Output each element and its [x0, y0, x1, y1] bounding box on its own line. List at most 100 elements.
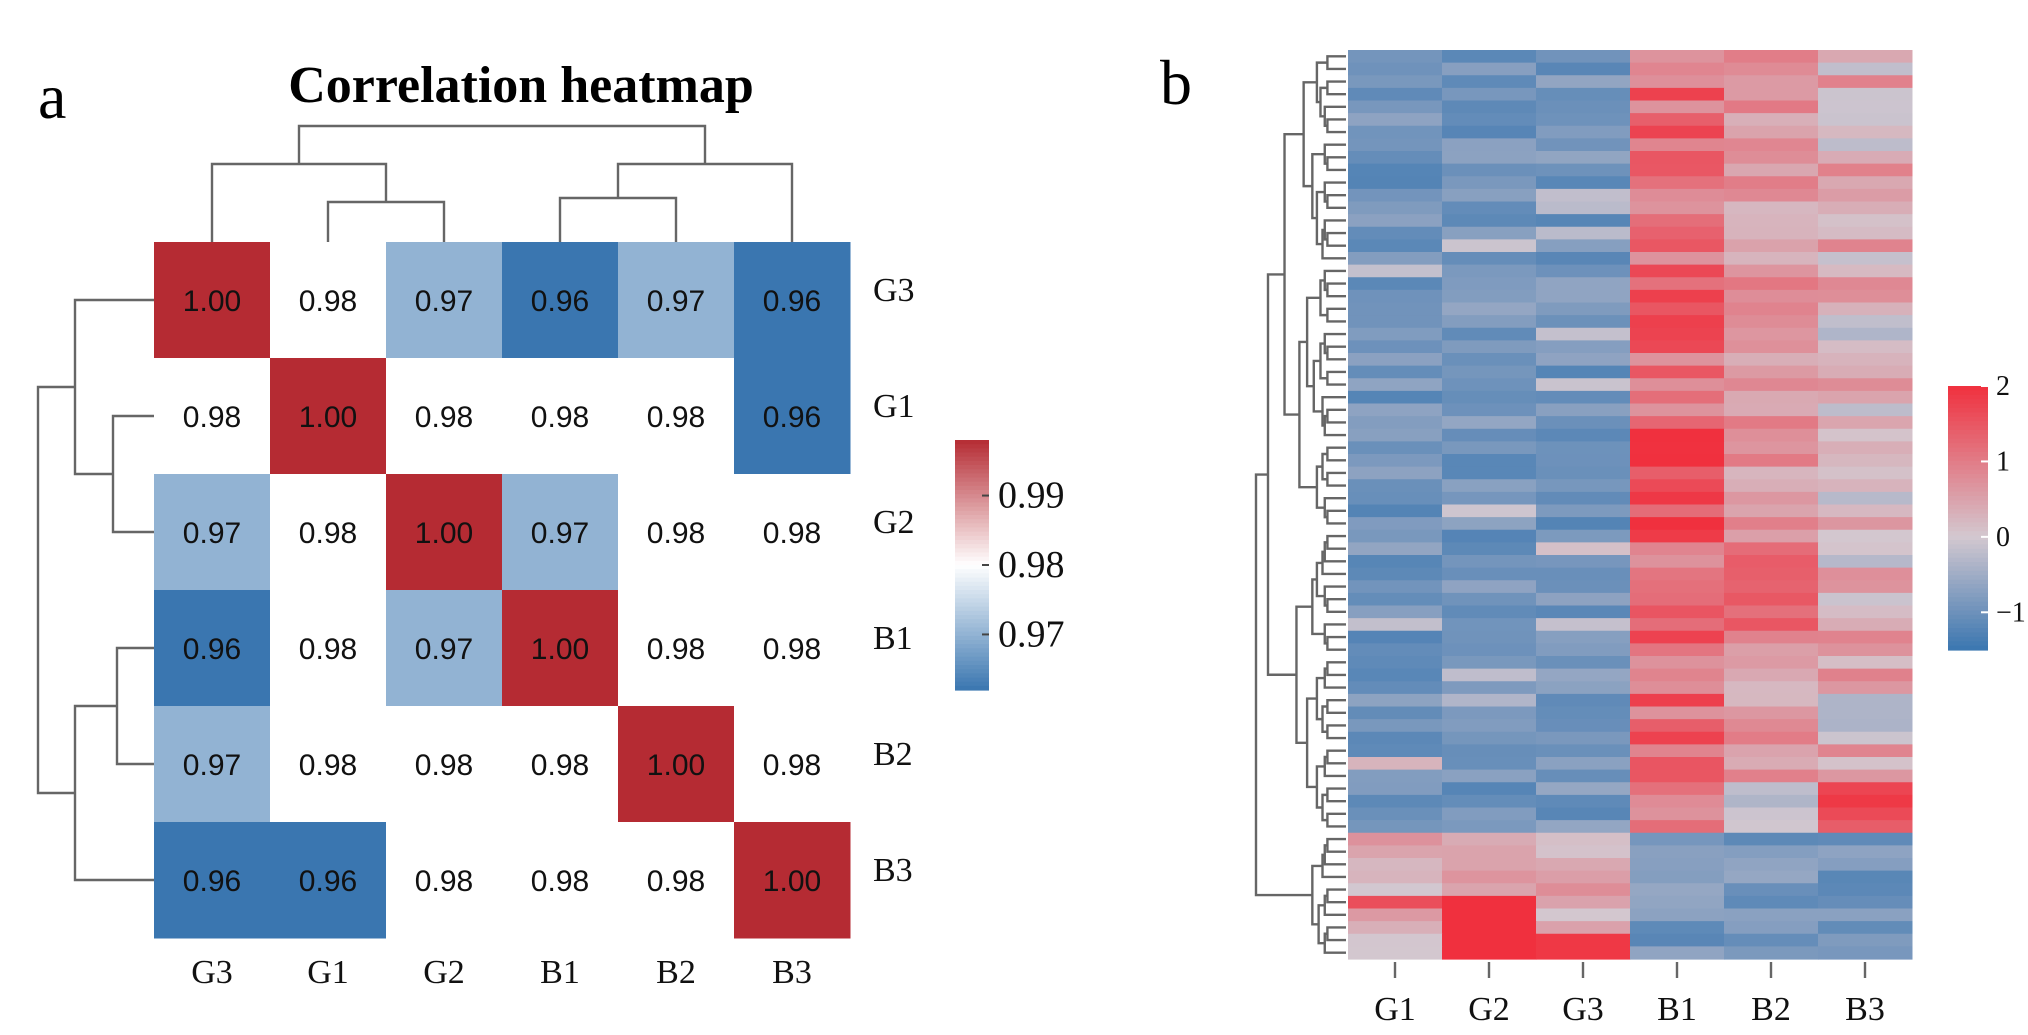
expression-cell: [1442, 504, 1537, 518]
expression-cell: [1818, 466, 1913, 480]
expression-cell: [1536, 706, 1631, 720]
expression-cell: [1724, 188, 1819, 203]
expression-cell: [1442, 138, 1537, 152]
expression-cell: [1724, 315, 1819, 329]
gene-dendrogram-branch: [1326, 534, 1346, 550]
expression-cell: [1818, 378, 1913, 392]
expression-cell: [1630, 315, 1725, 329]
expression-cell: [1348, 693, 1443, 708]
expression-cell: [1348, 895, 1443, 910]
expression-cell: [1630, 744, 1725, 758]
expression-cell: [1536, 744, 1631, 758]
colorbar-segment: [1948, 570, 1988, 576]
gene-dendrogram-branch: [1326, 231, 1346, 247]
expression-cell: [1630, 62, 1725, 76]
cell-value-label: 0.97: [183, 749, 241, 782]
colorbar-segment: [955, 685, 989, 691]
expression-cell: [1442, 794, 1537, 809]
expression-cell: [1348, 580, 1443, 594]
expression-cell: [1724, 75, 1819, 89]
expression-cell: [1442, 252, 1537, 266]
expression-cell: [1818, 555, 1913, 569]
colorbar-segment: [1948, 513, 1988, 519]
expression-cell: [1348, 327, 1443, 341]
heatmap-cells: 1.00 0.98 0.97 0.96 0.97 0.96 0.98 1.00 0.98 0.98…: [154, 242, 851, 939]
column-dendrogram-branch: [616, 162, 794, 242]
expression-cell: [1348, 277, 1443, 291]
expression-cell: [1442, 946, 1537, 960]
expression-cell: [1348, 845, 1443, 859]
colorbar-segment: [1948, 588, 1988, 594]
colorbar-segment: [955, 527, 989, 533]
colorbar-segment: [955, 665, 989, 670]
expression-cell: [1818, 277, 1913, 291]
expression-cell: [1442, 264, 1537, 278]
colorbar-segment: [955, 473, 989, 479]
heatmap-cell: [154, 474, 271, 591]
cell-value-label: 0.96: [183, 633, 241, 666]
expression-cell: [1630, 643, 1725, 657]
row-label: G2: [873, 504, 915, 541]
expression-cell: [1442, 239, 1537, 253]
column-dendrogram: [210, 124, 794, 242]
colorbar-segment: [1948, 491, 1988, 497]
expression-cell: [1536, 315, 1631, 329]
heatmap-cell: [154, 590, 271, 707]
expression-cell: [1348, 921, 1443, 935]
expression-cell: [1536, 517, 1631, 531]
colorbar-segment: [1948, 438, 1988, 444]
expression-cell: [1536, 390, 1631, 405]
expression-cell: [1630, 908, 1725, 922]
expression-cell: [1348, 870, 1443, 884]
colorbar-segment: [955, 560, 989, 566]
expression-cell: [1536, 113, 1631, 127]
expression-cell: [1348, 517, 1443, 531]
colorbar-segment: [1948, 584, 1988, 589]
expression-cell: [1348, 946, 1443, 960]
gene-dendrogram-branch: [1311, 578, 1325, 636]
heatmap-cell: [734, 590, 851, 707]
colorbar-segment: [1948, 575, 1988, 581]
expression-cell: [1724, 504, 1819, 518]
expression-cell: [1348, 163, 1443, 177]
expression-cell: [1724, 416, 1819, 430]
expression-cell: [1630, 706, 1725, 720]
heatmap-cell: [502, 822, 619, 939]
expression-cell: [1630, 176, 1725, 190]
expression-cell: [1348, 858, 1443, 872]
expression-cell: [1348, 176, 1443, 190]
expression-cell: [1348, 416, 1443, 430]
expression-cell: [1724, 794, 1819, 809]
gene-dendrogram-branch: [1298, 340, 1317, 489]
expression-cell: [1442, 820, 1537, 834]
expression-cell: [1348, 769, 1443, 783]
expression-cell: [1442, 769, 1537, 783]
expression-cell: [1442, 807, 1537, 821]
expression-cell: [1442, 908, 1537, 922]
panel-a-title: Correlation heatmap: [288, 57, 754, 114]
expression-cell: [1442, 327, 1537, 341]
gene-dendrogram-branch: [1323, 623, 1346, 645]
gene-dendrogram-branch: [1326, 837, 1346, 853]
expression-cell: [1630, 75, 1725, 89]
gene-dendrogram-branch: [1321, 853, 1346, 879]
expression-cell: [1818, 302, 1913, 316]
expression-cell: [1724, 226, 1819, 240]
expression-cell: [1630, 441, 1725, 455]
expression-cell: [1724, 719, 1819, 733]
expression-cell: [1442, 555, 1537, 569]
expression-cell: [1536, 883, 1631, 897]
panel-a-correlation-heatmap: a Correlation heatmap 1.00 0.98 0.97 0.96 0.…: [36, 57, 1065, 991]
expression-cell: [1348, 100, 1443, 114]
expression-cell: [1818, 870, 1913, 884]
expression-cell: [1536, 264, 1631, 278]
gene-dendrogram-branch: [1315, 765, 1325, 809]
expression-cell: [1536, 870, 1631, 884]
cell-value-label: 0.98: [183, 401, 241, 434]
expression-cell: [1630, 858, 1725, 872]
colorbar-tick-label: 1: [1996, 446, 2010, 477]
heatmap-cell: [270, 242, 387, 359]
colorbar-segment: [1948, 548, 1988, 554]
sample-label: G1: [1374, 991, 1416, 1028]
expression-cell: [1630, 820, 1725, 834]
